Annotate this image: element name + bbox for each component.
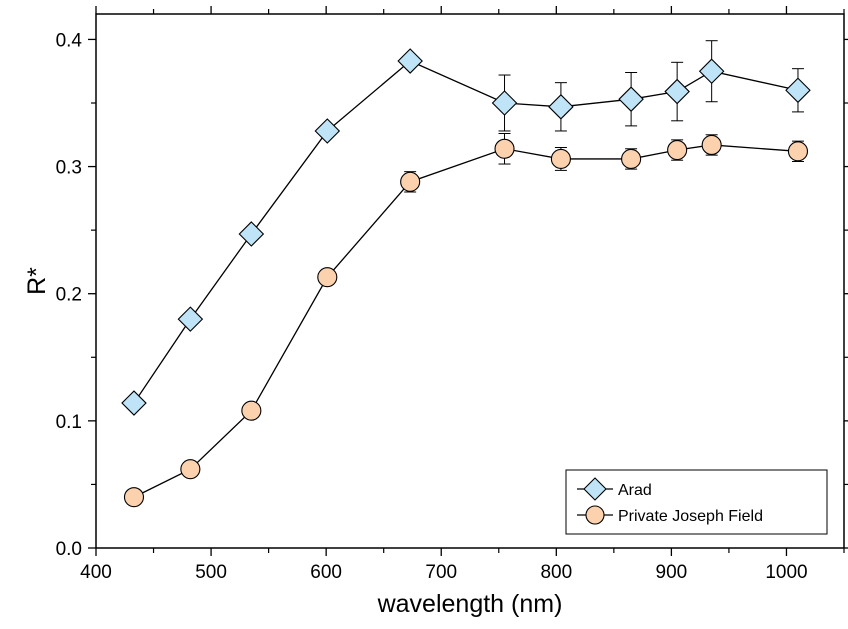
data-point — [550, 148, 571, 169]
plot-frame — [95, 13, 845, 549]
data-point — [314, 118, 341, 144]
x-tick-label: 600 — [310, 562, 342, 583]
series-line — [133, 60, 799, 404]
y-tick-label: 0.4 — [56, 30, 83, 51]
data-point — [785, 77, 811, 104]
data-point — [397, 48, 423, 74]
legend: Arad Private Joseph Field — [565, 469, 828, 535]
x-tick-label: 1000 — [765, 562, 807, 583]
y-tick-label: 0.2 — [56, 285, 82, 306]
legend-label-field: Private Joseph Field — [618, 508, 763, 525]
axis-ticks — [88, 6, 848, 556]
x-tick-label: 400 — [80, 562, 112, 583]
y-tick-label: 0.1 — [56, 412, 82, 433]
data-point — [787, 141, 809, 162]
series-line — [133, 144, 799, 498]
data-point — [494, 138, 515, 159]
data-point — [491, 90, 518, 116]
data-point — [667, 139, 688, 161]
data-point — [241, 400, 262, 421]
data-point — [177, 306, 204, 332]
series-layer — [121, 40, 811, 508]
x-tick-label: 800 — [540, 562, 572, 583]
data-point — [123, 487, 145, 508]
legend-label-arad: Arad — [618, 482, 652, 499]
legend-marker-arad — [583, 477, 607, 501]
data-point — [664, 78, 690, 105]
data-point — [701, 134, 722, 156]
legend-marker-field — [585, 505, 605, 525]
series-private-joseph-field — [123, 133, 809, 508]
y-tick-label: 0.0 — [56, 539, 82, 560]
y-axis-title: R* — [23, 267, 51, 295]
tick-labels: 400 500 600 700 800 900 1000 0.0 0.1 0.2 0.3 0.4 — [56, 30, 808, 583]
data-point — [548, 94, 574, 120]
series-arad — [121, 40, 811, 416]
data-point — [317, 267, 338, 288]
x-axis-title: wavelength (nm) — [377, 590, 563, 618]
data-point — [180, 459, 201, 480]
x-tick-label: 900 — [656, 562, 688, 583]
data-point — [618, 86, 644, 112]
data-point — [621, 148, 642, 169]
x-tick-label: 700 — [425, 562, 457, 583]
data-point — [121, 390, 147, 416]
y-tick-label: 0.3 — [56, 158, 82, 179]
x-tick-label: 500 — [195, 562, 227, 583]
data-point — [238, 221, 265, 247]
data-point — [400, 171, 421, 192]
legend-box — [565, 469, 828, 535]
data-point — [698, 58, 725, 84]
